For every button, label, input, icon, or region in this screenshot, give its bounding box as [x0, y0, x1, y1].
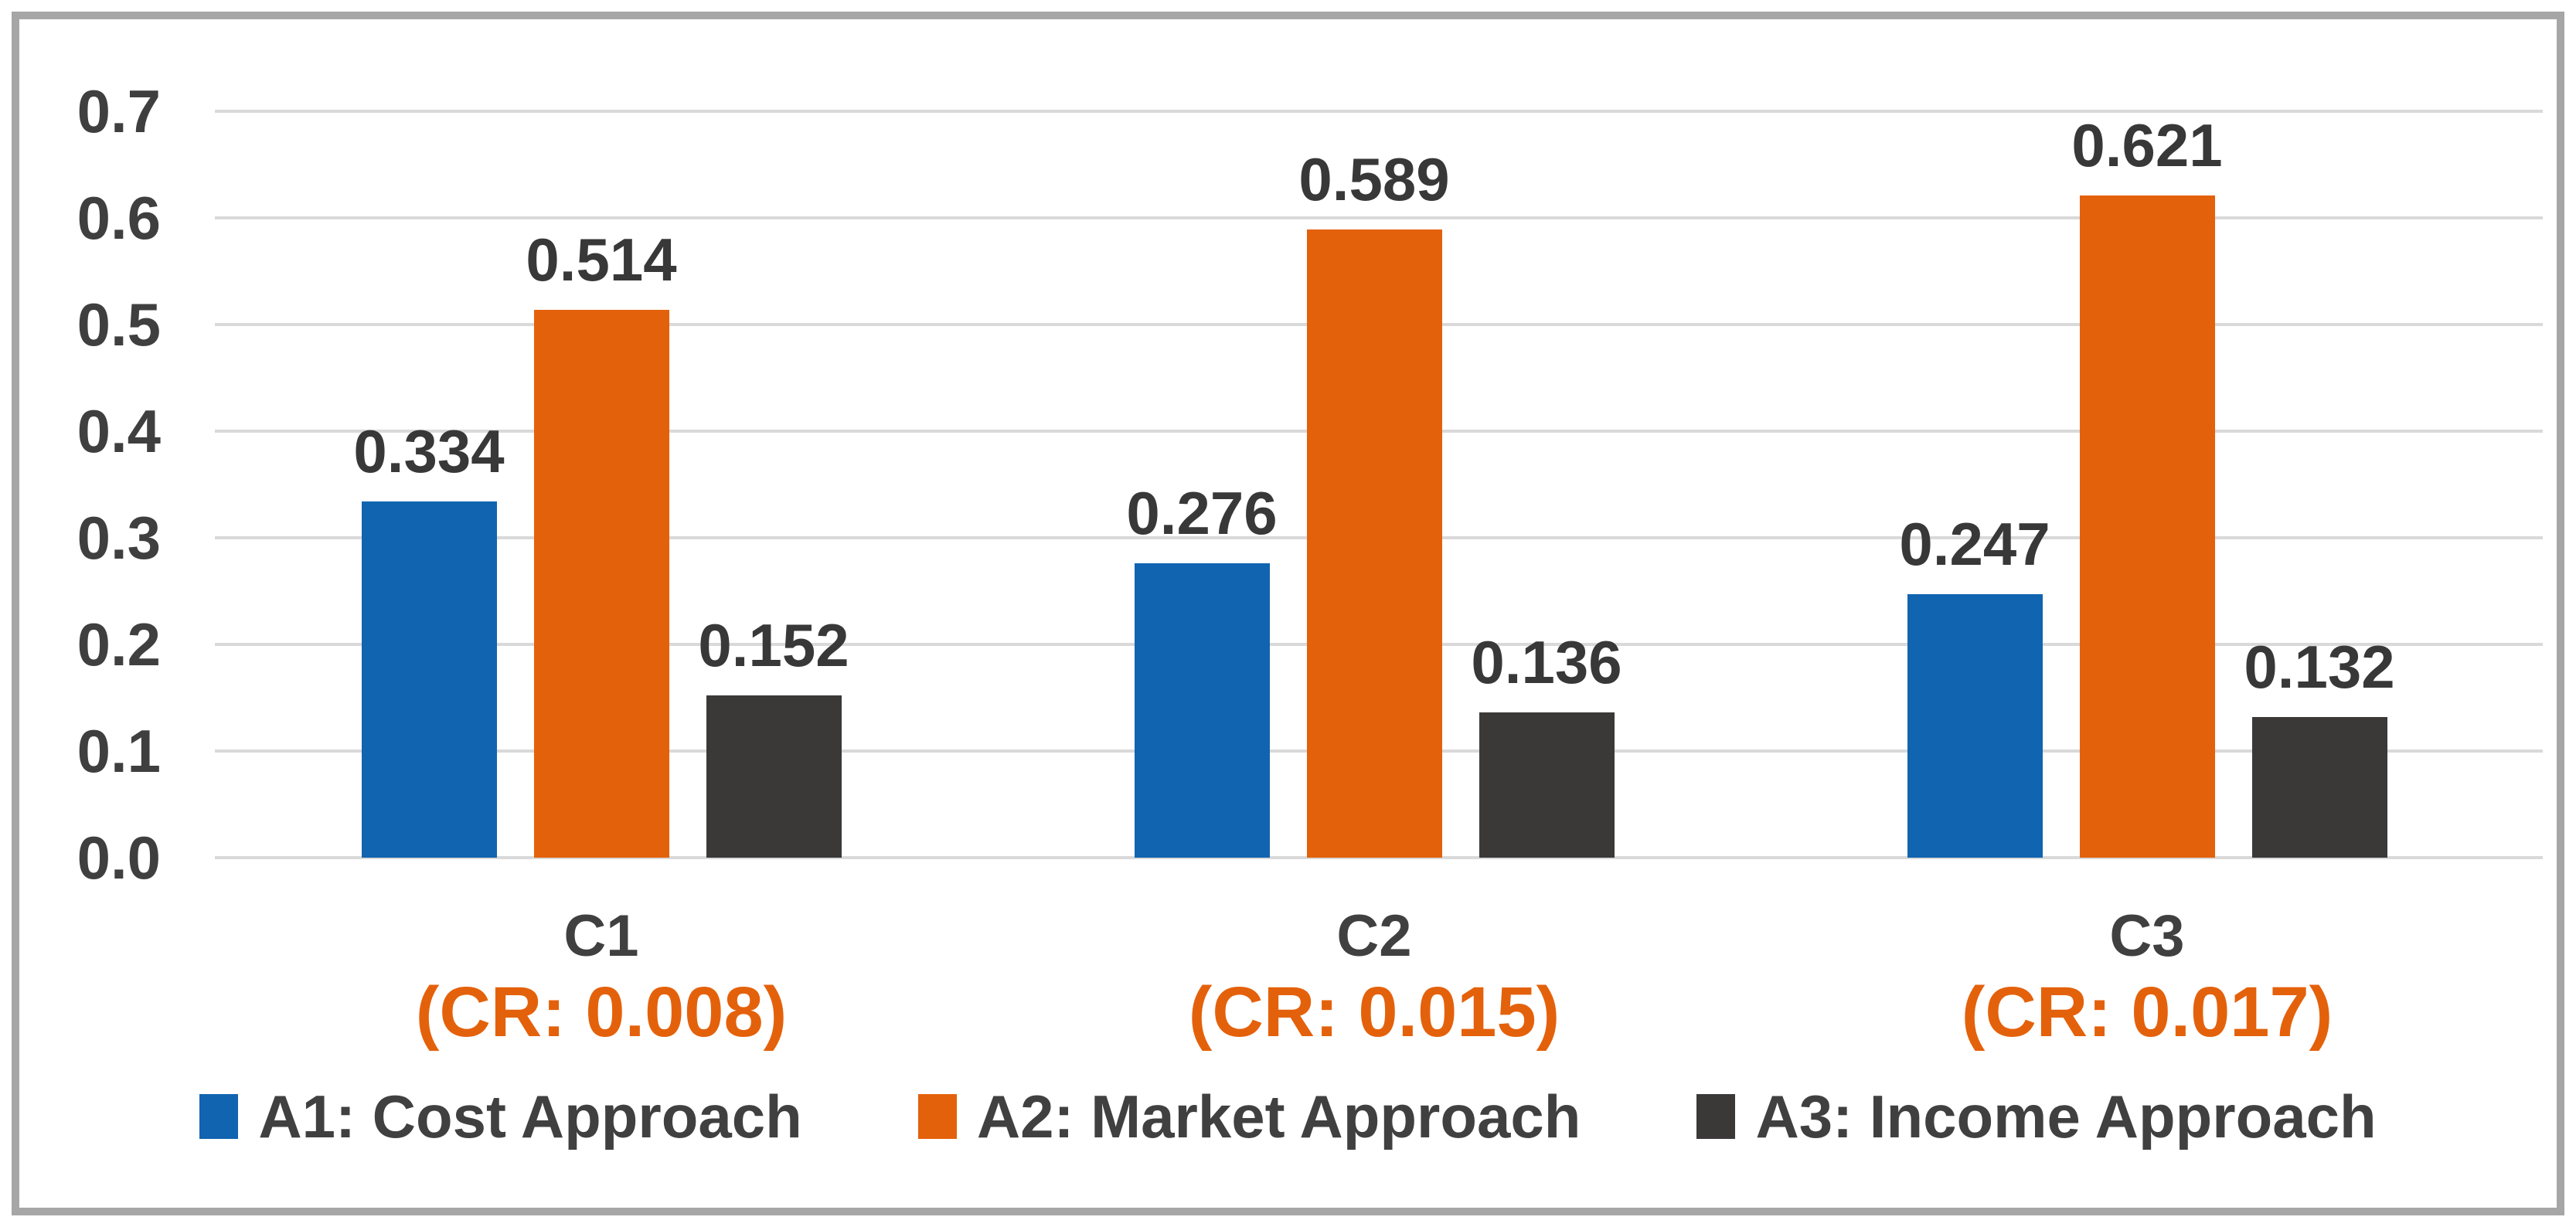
category-cr-value: (CR: 0.008) — [415, 973, 788, 1052]
category-name: C3 — [2109, 903, 2185, 969]
legend-label: A1: Cost Approach — [258, 1083, 802, 1151]
legend-swatch-icon — [1696, 1094, 1736, 1139]
bar-C1-series3 — [706, 695, 842, 858]
bar-C2-series1 — [1134, 563, 1270, 858]
category-cr-value: (CR: 0.015) — [1188, 973, 1560, 1052]
category-name: C1 — [563, 903, 639, 969]
bar-value-label: 0.514 — [526, 225, 677, 294]
bar-value-label: 0.152 — [698, 611, 849, 680]
bar-C3-series2 — [2079, 195, 2215, 858]
legend-swatch-icon — [199, 1094, 239, 1139]
category-label-C2: C2 (CR: 0.015) — [1026, 903, 1722, 1052]
y-tick-label: 0.5 — [77, 291, 161, 359]
legend-item-1: A1: Cost Approach — [199, 1083, 802, 1150]
bar-C1-series2 — [533, 309, 669, 858]
legend-item-3: A3: Income Approach — [1696, 1083, 2377, 1151]
y-tick-label: 0.7 — [77, 77, 161, 145]
legend-swatch-icon — [917, 1094, 957, 1139]
bar-value-label: 0.132 — [2244, 632, 2395, 701]
y-tick-label: 0.2 — [77, 610, 161, 678]
bar-C1-series1 — [361, 501, 497, 858]
gridline-y-0.7 — [215, 110, 2543, 113]
category-name: C2 — [1336, 903, 1412, 969]
bar-C2-series2 — [1306, 229, 1442, 858]
bar-value-label: 0.334 — [353, 417, 505, 486]
legend-item-2: A2: Market Approach — [917, 1083, 1581, 1151]
y-tick-label: 0.4 — [77, 397, 161, 465]
bar-value-label: 0.247 — [1899, 510, 2050, 579]
y-tick-label: 0.6 — [77, 184, 161, 252]
y-tick-label: 0.0 — [77, 824, 161, 892]
bar-value-label: 0.136 — [1471, 628, 1622, 697]
category-label-C3: C3 (CR: 0.017) — [1799, 903, 2495, 1052]
category-label-C1: C1 (CR: 0.008) — [254, 903, 949, 1052]
gridline-y-0.6 — [215, 216, 2543, 219]
bar-value-label: 0.621 — [2071, 111, 2223, 180]
gridline-y-0.0 — [215, 856, 2543, 859]
bar-C3-series1 — [1907, 594, 2043, 858]
bar-value-label: 0.276 — [1126, 479, 1278, 548]
y-tick-label: 0.1 — [77, 717, 161, 785]
chart-legend: A1: Cost Approach A2: Market Approach A3: … — [0, 1083, 2576, 1150]
legend-label: A2: Market Approach — [976, 1083, 1581, 1151]
category-cr-value: (CR: 0.017) — [1961, 973, 2333, 1052]
bar-C2-series3 — [1479, 712, 1615, 858]
legend-label: A3: Income Approach — [1755, 1083, 2377, 1151]
y-tick-label: 0.3 — [77, 504, 161, 572]
bar-value-label: 0.589 — [1298, 145, 1450, 214]
bar-C3-series3 — [2251, 716, 2387, 858]
